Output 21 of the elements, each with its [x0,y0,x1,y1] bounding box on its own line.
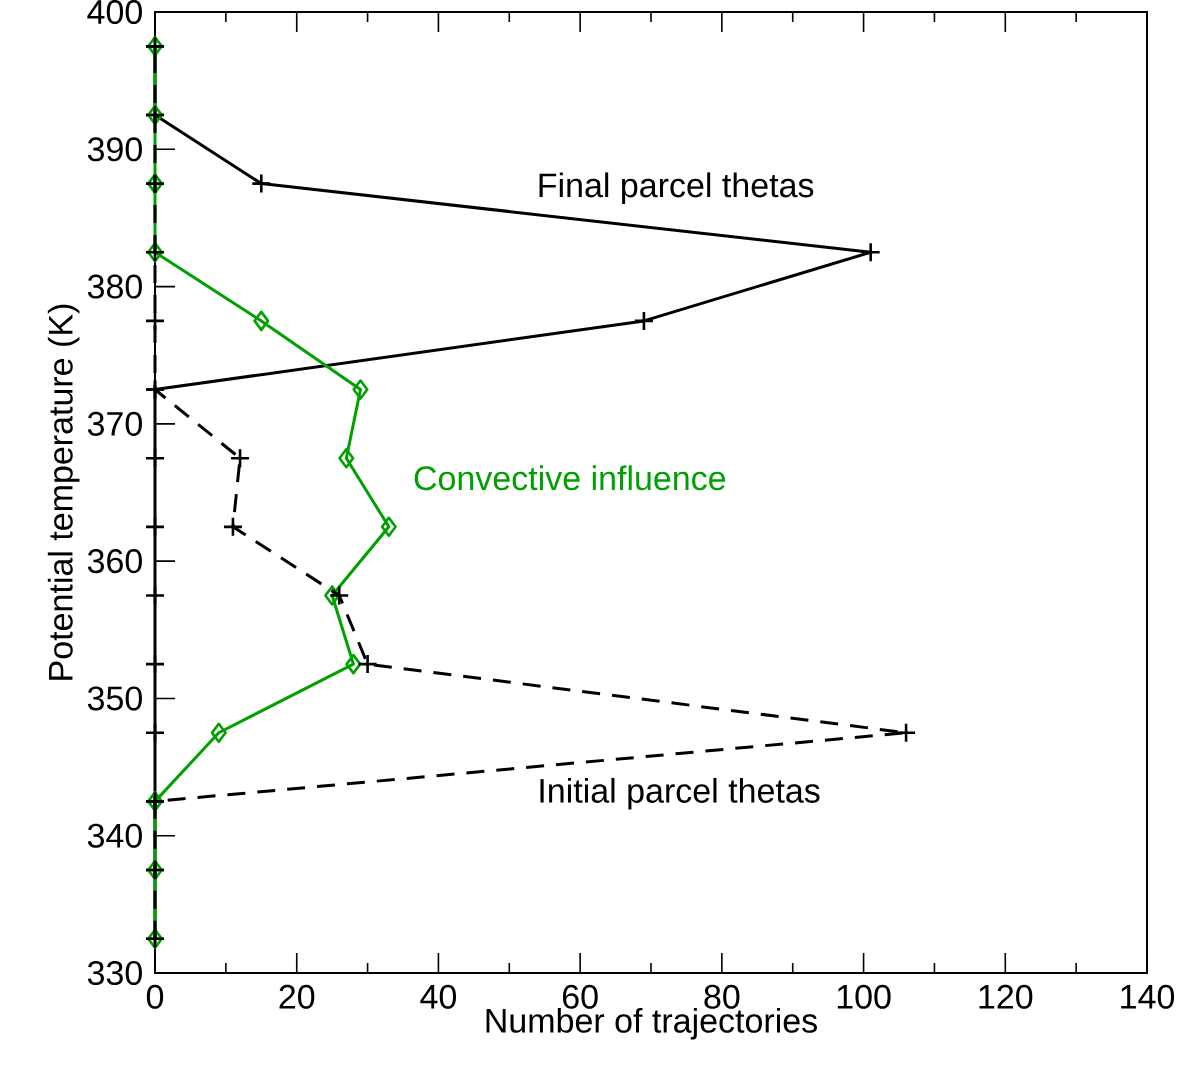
x-tick-label: 140 [1121,984,1175,1009]
series-label: Convective influence [414,465,726,491]
series-label: Initial parcel thetas [540,777,820,810]
series-label: Final parcel thetas [539,172,814,205]
x-tick-label: 60 [562,984,598,1009]
y-tick-label: 380 [87,274,142,299]
y-tick-label: 340 [87,823,142,848]
x-tick-label: 100 [837,984,891,1009]
y-tick-label: 330 [87,960,142,986]
x-tick-label: 40 [420,984,457,1009]
y-tick-label: 390 [87,137,142,162]
x-tick-label: 120 [979,984,1033,1009]
y-axis-title: Potential temperature (K) [47,304,80,680]
y-tick-label: 360 [87,549,142,574]
x-tick-label: 80 [704,984,740,1009]
x-axis-title: Number of trajectories [486,1007,817,1040]
y-tick-label: 370 [87,411,142,436]
y-tick-label: 350 [87,686,142,711]
y-tick-label: 400 [87,0,142,25]
x-tick-label: 20 [279,984,315,1009]
x-tick-label: 0 [146,984,164,1009]
